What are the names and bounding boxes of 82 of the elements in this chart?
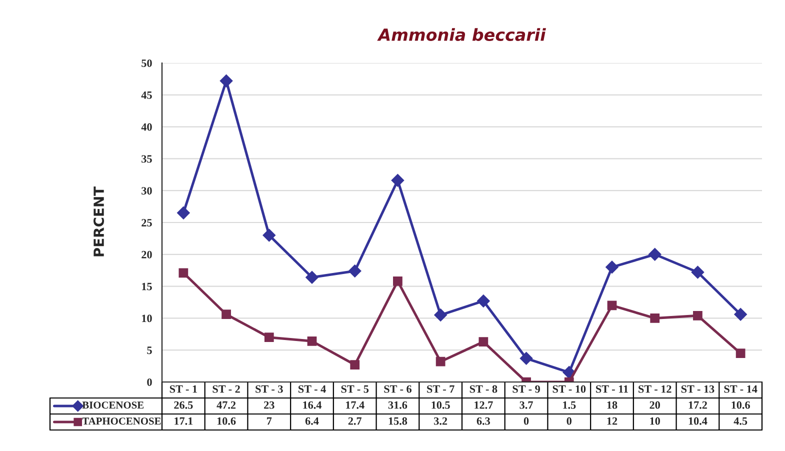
point	[393, 276, 402, 286]
point	[350, 360, 360, 370]
data-label: 6.4	[305, 417, 319, 425]
y-tick-label: 35	[142, 155, 152, 163]
data-label: 1.5	[563, 401, 576, 409]
data-label: 0	[524, 417, 529, 425]
point	[177, 206, 190, 220]
data-label: 3.7	[520, 401, 533, 409]
point	[178, 268, 188, 278]
x-tick-label: ST - 5	[341, 385, 369, 393]
y-tick-label: 5	[147, 346, 152, 354]
point	[264, 332, 274, 342]
point	[691, 266, 704, 279]
chart-title: Ammonia beccarii	[377, 28, 546, 42]
x-tick-label: ST - 3	[256, 385, 283, 393]
data-label: 10.6	[217, 417, 236, 425]
point	[434, 308, 447, 322]
y-tick-label: 15	[142, 282, 152, 290]
y-tick-label: 25	[142, 218, 152, 226]
point	[693, 310, 702, 320]
data-label: 4.5	[734, 417, 748, 425]
x-tick-label: ST - 8	[470, 385, 498, 393]
x-tick-label: ST - 14	[724, 385, 758, 393]
point	[222, 310, 231, 320]
point	[734, 308, 747, 321]
y-tick-label: 0	[147, 378, 152, 386]
data-label: 10	[650, 417, 660, 425]
data-label: 20	[650, 401, 660, 409]
point	[648, 248, 662, 261]
point	[650, 314, 660, 323]
point	[436, 356, 446, 366]
point	[306, 270, 318, 284]
data-label: 3.2	[434, 417, 448, 425]
point	[520, 352, 533, 365]
y-tick-label: 40	[141, 123, 152, 131]
data-label: 17.2	[688, 401, 707, 409]
x-tick-label: ST - 9	[512, 385, 540, 393]
point	[606, 260, 618, 274]
data-label: 2.7	[348, 417, 362, 425]
y-tick-label: 50	[142, 59, 152, 67]
point	[307, 336, 317, 346]
y-tick-label: 20	[142, 250, 152, 258]
point	[220, 74, 233, 88]
x-tick-label: ST - 2	[212, 385, 240, 393]
data-label: 17.4	[346, 401, 364, 409]
y-tick-label: 10	[142, 314, 152, 322]
point	[478, 337, 488, 346]
data-label: 31.6	[388, 401, 408, 409]
x-tick-label: ST - 13	[681, 385, 714, 393]
data-label: 47.2	[216, 401, 236, 409]
y-tick-label: 30	[142, 187, 152, 195]
point	[262, 228, 276, 242]
y-tick-label: 45	[141, 91, 152, 99]
point	[391, 174, 404, 187]
x-tick-label: ST - 1	[170, 385, 197, 393]
data-label: 0	[566, 417, 572, 425]
point	[348, 264, 362, 278]
x-tick-label: ST - 10	[552, 385, 586, 393]
data-label: 7	[267, 417, 272, 425]
data-label: 17.1	[174, 417, 193, 425]
legend-label: TAPHOCENOSE	[82, 418, 161, 425]
point	[477, 294, 490, 308]
data-label: 16.4	[303, 401, 322, 409]
x-tick-label: ST - 7	[427, 385, 454, 393]
data-label: 12	[607, 417, 618, 425]
y-axis-title: PERCENT	[94, 186, 104, 256]
point	[607, 300, 617, 310]
data-label: 15.8	[388, 417, 408, 425]
data-label: 10.5	[432, 401, 450, 409]
data-label: 12.7	[474, 401, 493, 409]
data-label: 10.6	[732, 401, 750, 409]
x-tick-label: ST - 12	[638, 385, 672, 393]
data-label: 10.4	[688, 417, 708, 425]
data-label: 6.3	[476, 417, 490, 425]
point	[736, 348, 746, 358]
data-label: 26.5	[174, 401, 193, 409]
x-tick-label: ST - 4	[298, 385, 326, 393]
legend-label: BIOCENOSE	[82, 402, 144, 409]
x-tick-label: ST - 6	[384, 385, 412, 393]
data-label: 23	[264, 401, 274, 409]
data-label: 18	[607, 401, 618, 409]
x-tick-label: ST - 11	[596, 385, 628, 393]
